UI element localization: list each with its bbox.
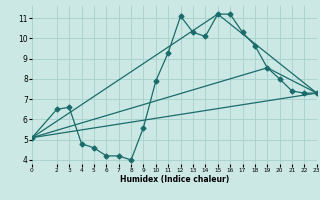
X-axis label: Humidex (Indice chaleur): Humidex (Indice chaleur) [120,175,229,184]
